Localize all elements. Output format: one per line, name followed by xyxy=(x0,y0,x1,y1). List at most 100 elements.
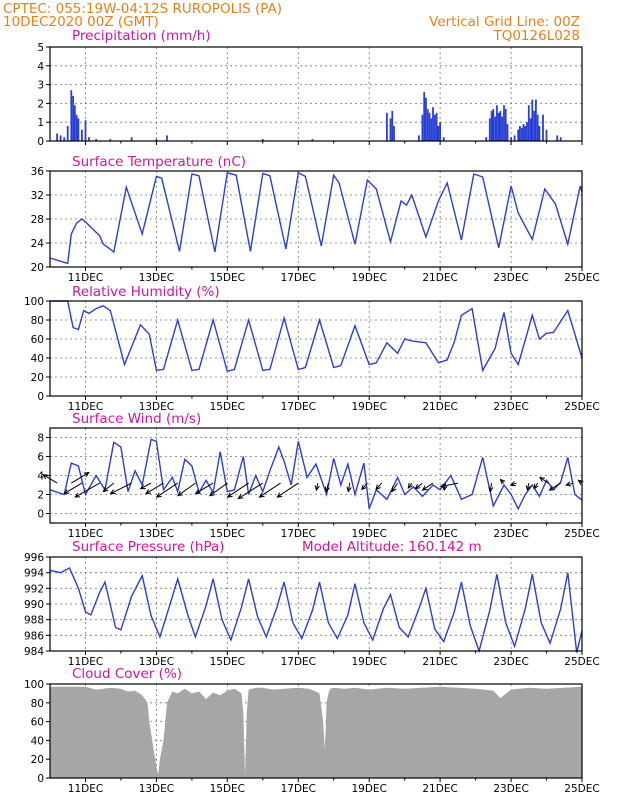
wind-arrow xyxy=(71,471,90,484)
y-tick-label: 20 xyxy=(31,262,44,274)
x-tick-label: 25DEC xyxy=(564,783,599,795)
y-tick-label: 4 xyxy=(37,61,44,73)
wind-arrow xyxy=(226,482,249,498)
y-tick-label: 100 xyxy=(24,679,44,691)
precip-bar xyxy=(533,110,535,141)
wind-arrow xyxy=(324,482,330,493)
precip-bar xyxy=(559,137,562,141)
x-tick-label: 11DEC xyxy=(68,528,103,540)
y-tick-label: 3 xyxy=(37,80,44,92)
wind-arrow xyxy=(176,482,196,497)
pressure-annotation: Model Altitude: 160.142 m xyxy=(302,539,482,555)
cloud-frame xyxy=(49,683,583,779)
y-tick-label: 994 xyxy=(24,568,44,580)
y-tick-label: 0 xyxy=(37,391,44,403)
precip-bar xyxy=(386,112,388,141)
x-tick-label: 19DEC xyxy=(351,656,386,668)
precip-bar xyxy=(56,133,58,141)
precip-panel: 0 1 2 3 4 5 Precipitation (mm/h) xyxy=(37,28,583,148)
cloud-cover-area xyxy=(50,686,582,778)
x-tick-label: 25DEC xyxy=(564,528,599,540)
precip-bar xyxy=(497,112,500,141)
precip-bar xyxy=(88,137,90,141)
precip-bar xyxy=(535,99,537,141)
y-tick-label: 990 xyxy=(24,599,44,611)
x-tick-label: 21DEC xyxy=(422,272,457,284)
precip-bar xyxy=(70,90,73,141)
x-tick-label: 21DEC xyxy=(422,528,457,540)
x-tick-label: 17DEC xyxy=(281,528,316,540)
wind-arrow xyxy=(194,482,214,495)
x-tick-label: 17DEC xyxy=(281,401,316,413)
y-tick-label: 80 xyxy=(31,315,44,327)
precip-bar xyxy=(75,114,78,141)
precip-bar xyxy=(519,126,521,141)
precip-bar xyxy=(513,135,516,141)
y-tick-label: 0 xyxy=(37,509,44,521)
x-tick-label: 15DEC xyxy=(210,272,245,284)
y-tick-label: 4 xyxy=(37,471,44,483)
precip-bar xyxy=(109,139,112,141)
precip-bar xyxy=(389,118,392,141)
rh-title: Relative Humidity (%) xyxy=(72,284,220,300)
precip-bar xyxy=(522,124,525,141)
wind-arrow xyxy=(237,482,264,500)
wind-arrow xyxy=(414,482,423,490)
y-tick-label: 984 xyxy=(24,646,44,658)
header-location: CPTEC: 055:19W-04:12S RUROPOLIS (PA) xyxy=(3,1,282,17)
wind-arrow xyxy=(375,482,382,491)
cloud-title: Cloud Cover (%) xyxy=(72,666,182,682)
precip-bar xyxy=(426,109,429,141)
precip-bar xyxy=(155,139,158,141)
cloud-panel: 0 20 40 60 80 100 11DEC 13DEC 15DEC 17DEC 19DEC 21D… xyxy=(24,666,600,795)
precip-bar xyxy=(81,129,83,141)
wind-arrow xyxy=(525,483,531,492)
x-tick-label: 13DEC xyxy=(139,783,174,795)
precip-bar xyxy=(527,105,530,141)
wind-arrow xyxy=(258,482,281,498)
x-tick-label: 23DEC xyxy=(493,401,528,413)
precip-bar xyxy=(526,122,528,141)
precip-bar xyxy=(393,126,395,141)
x-tick-label: 23DEC xyxy=(493,528,528,540)
wind-arrow xyxy=(208,482,228,497)
x-tick-label: 13DEC xyxy=(139,401,174,413)
wind-title: Surface Wind (m/s) xyxy=(72,411,201,427)
wind-arrow xyxy=(439,482,458,489)
precip-bar xyxy=(501,116,504,141)
precip-bar xyxy=(439,122,441,141)
x-tick-label: 13DEC xyxy=(139,528,174,540)
precip-bar xyxy=(437,126,440,141)
x-tick-label: 17DEC xyxy=(281,272,316,284)
y-tick-label: 988 xyxy=(24,615,44,627)
precip-bar xyxy=(66,126,69,141)
precip-bar xyxy=(492,109,495,141)
precip-bar xyxy=(510,137,512,141)
wind-arrow xyxy=(538,476,549,484)
precip-bar xyxy=(418,135,420,141)
rh-panel: 0 20 40 60 80 100 11DEC 13DEC 15DEC 17DEC 19DEC 21D… xyxy=(24,284,600,413)
wind-arrow xyxy=(488,483,494,493)
precip-bar xyxy=(425,97,427,141)
precip-bar xyxy=(432,107,434,141)
pressure-series-line xyxy=(49,567,583,654)
x-tick-label: 19DEC xyxy=(351,401,386,413)
y-tick-label: 40 xyxy=(31,735,44,747)
y-tick-label: 36 xyxy=(31,166,45,178)
x-tick-label: 19DEC xyxy=(351,528,386,540)
precip-bar xyxy=(531,99,534,141)
precip-bar xyxy=(490,110,493,141)
precip-bar xyxy=(72,95,74,141)
y-tick-label: 986 xyxy=(24,630,44,642)
precip-bar xyxy=(545,129,548,141)
precip-frame xyxy=(49,46,583,142)
rh-frame xyxy=(49,300,583,397)
x-tick-label: 19DEC xyxy=(351,272,386,284)
x-tick-label: 15DEC xyxy=(210,528,245,540)
precip-bar xyxy=(166,135,168,141)
x-tick-label: 13DEC xyxy=(139,656,174,668)
x-tick-label: 21DEC xyxy=(422,401,457,413)
